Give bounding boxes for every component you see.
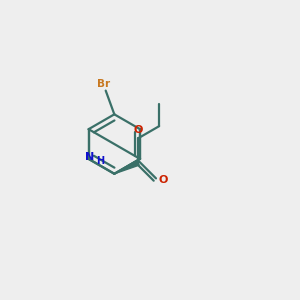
Polygon shape — [114, 160, 139, 174]
Text: O: O — [158, 175, 168, 184]
Text: N: N — [85, 152, 94, 162]
Text: Br: Br — [97, 79, 110, 89]
Text: H: H — [96, 156, 104, 166]
Text: O: O — [134, 125, 143, 135]
